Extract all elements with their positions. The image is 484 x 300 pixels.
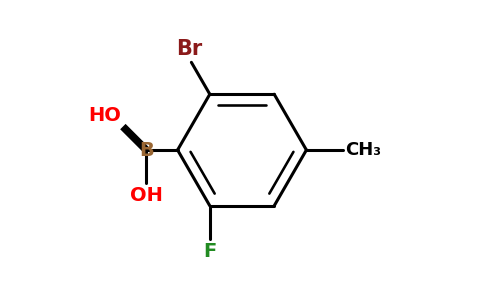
Text: HO: HO <box>88 106 121 125</box>
Text: F: F <box>203 242 216 261</box>
Text: Br: Br <box>177 39 203 59</box>
Text: OH: OH <box>130 186 163 205</box>
Text: B: B <box>139 140 154 160</box>
Text: CH₃: CH₃ <box>345 141 381 159</box>
